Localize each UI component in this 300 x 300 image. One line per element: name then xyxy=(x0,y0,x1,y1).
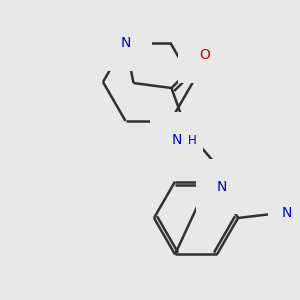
Text: N: N xyxy=(217,180,227,194)
Text: O: O xyxy=(199,48,210,62)
Text: H: H xyxy=(188,134,196,146)
Text: N: N xyxy=(171,133,182,147)
Text: N: N xyxy=(120,36,131,50)
Text: N: N xyxy=(282,206,292,220)
